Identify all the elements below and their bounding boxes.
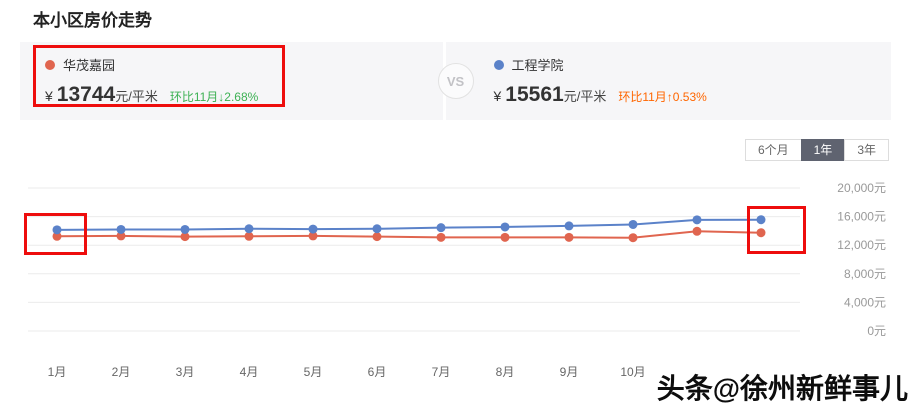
left-community-panel: 华茂嘉园 ¥ 13744 元/平米 环比11月↓2.68% (20, 42, 443, 120)
page-title: 本小区房价走势 (33, 11, 152, 30)
svg-text:1月: 1月 (48, 365, 67, 379)
svg-text:9月: 9月 (560, 365, 579, 379)
right-change-badge: 环比11月↑0.53% (618, 88, 707, 105)
svg-text:3月: 3月 (176, 365, 195, 379)
watermark-text: 头条@徐州新鲜事儿 (656, 373, 908, 404)
left-legend-row: 华茂嘉园 (45, 55, 443, 74)
left-change-value: 2.68% (224, 90, 259, 104)
right-price-unit: 元/平米 (563, 89, 607, 104)
svg-text:0元: 0元 (867, 324, 886, 338)
right-price-value: 15561 (505, 83, 564, 106)
svg-text:5月: 5月 (304, 365, 323, 379)
left-price-row: ¥ 13744 元/平米 环比11月↓2.68% (45, 83, 443, 107)
right-change-value: 0.53% (672, 90, 707, 104)
left-price-unit: 元/平米 (115, 89, 158, 104)
svg-text:16,000元: 16,000元 (837, 210, 886, 224)
svg-text:20,000元: 20,000元 (837, 181, 886, 195)
svg-text:10月: 10月 (620, 365, 645, 379)
svg-text:8月: 8月 (496, 365, 515, 379)
up-arrow-icon: ↑ (666, 90, 673, 104)
annotation-box-first-points (24, 213, 87, 255)
svg-text:4月: 4月 (240, 365, 259, 379)
range-button-3years[interactable]: 3年 (844, 139, 889, 162)
right-community-panel: 工程学院 ¥ 15561 元/平米 环比11月↑0.53% (445, 42, 892, 120)
svg-text:2月: 2月 (112, 365, 131, 379)
range-button-1year[interactable]: 1年 (800, 139, 846, 162)
left-series-dot-icon (45, 59, 55, 70)
line-chart-canvas[interactable]: 20,000元 16,000元 12,000元 8,000元 4,000元 0元 1月 2月 3… (0, 120, 911, 409)
left-change-label: 环比11月 (169, 90, 219, 104)
svg-text:12,000元: 12,000元 (837, 238, 886, 252)
price-comparison-bar: 华茂嘉园 ¥ 13744 元/平米 环比11月↓2.68% 工程学院 ¥ 155… (20, 42, 891, 120)
left-community-name: 华茂嘉园 (63, 58, 116, 73)
right-community-name: 工程学院 (511, 58, 564, 73)
right-legend-row: 工程学院 (493, 55, 892, 74)
annotation-box-left-panel (33, 45, 285, 107)
down-arrow-icon: ↓ (218, 90, 225, 104)
left-price-value: 13744 (56, 83, 116, 106)
svg-text:7月: 7月 (432, 365, 451, 379)
right-series-dot-icon (493, 59, 504, 70)
annotation-box-last-points (747, 206, 806, 254)
right-change-label: 环比11月 (618, 90, 667, 104)
time-range-selector: 6个月 1年 3年 (744, 139, 889, 162)
right-price-row: ¥ 15561 元/平米 环比11月↑0.53% (494, 83, 892, 107)
vs-badge: VS (437, 63, 474, 99)
range-button-6months[interactable]: 6个月 (744, 139, 802, 162)
right-currency-symbol: ¥ (493, 88, 502, 104)
left-change-badge: 环比11月↓2.68% (170, 88, 259, 105)
svg-text:4,000元: 4,000元 (844, 295, 886, 309)
svg-text:6月: 6月 (368, 365, 387, 379)
left-currency-symbol: ¥ (45, 88, 53, 104)
price-trend-chart: 6个月 1年 3年 20,000元 16,000元 12,000元 8,000元 4,0… (0, 120, 911, 409)
svg-text:8,000元: 8,000元 (844, 267, 886, 281)
